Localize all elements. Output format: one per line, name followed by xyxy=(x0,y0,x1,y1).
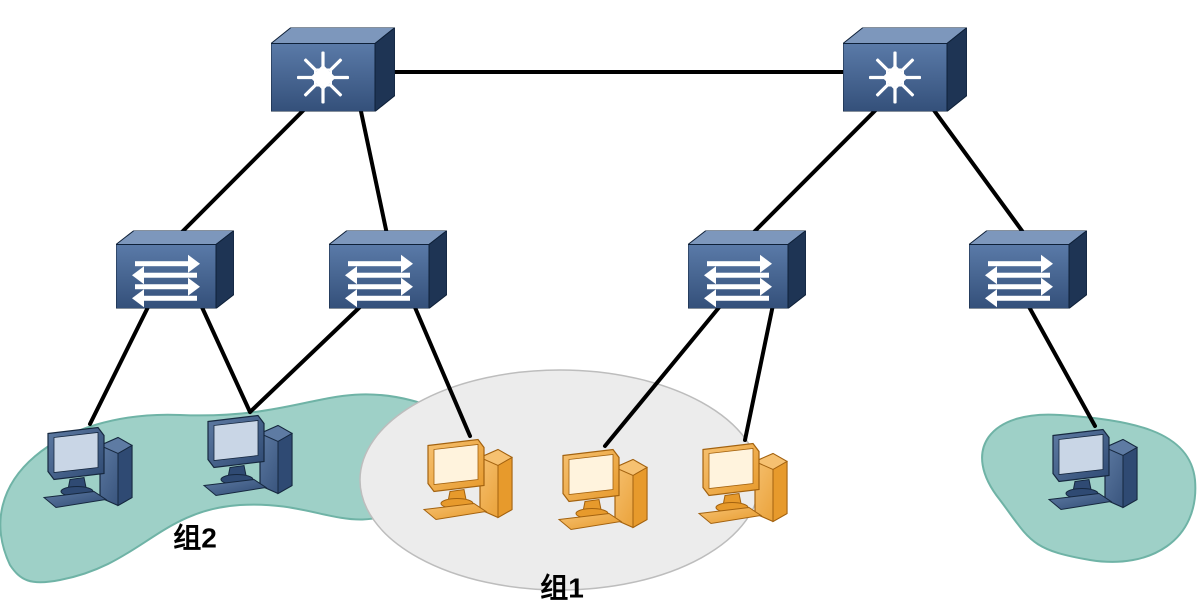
pc_navy-pc1 xyxy=(40,416,140,521)
pc_orange-pc3 xyxy=(420,428,520,533)
router-r1 xyxy=(271,28,395,117)
pc_navy-pc2 xyxy=(200,404,300,509)
router-r2 xyxy=(843,28,967,117)
switch-s1 xyxy=(116,231,234,314)
pc_orange-pc5 xyxy=(695,432,795,537)
network-diagram: 组1 组2 xyxy=(0,0,1200,615)
pc_orange-pc4 xyxy=(555,438,655,543)
switch-s3 xyxy=(688,231,806,314)
pc_navy-pc6 xyxy=(1045,418,1145,523)
group2-label: 组2 xyxy=(173,522,217,553)
switch-s4 xyxy=(969,231,1087,314)
group1-label: 组1 xyxy=(540,572,584,603)
switch-s2 xyxy=(329,231,447,314)
